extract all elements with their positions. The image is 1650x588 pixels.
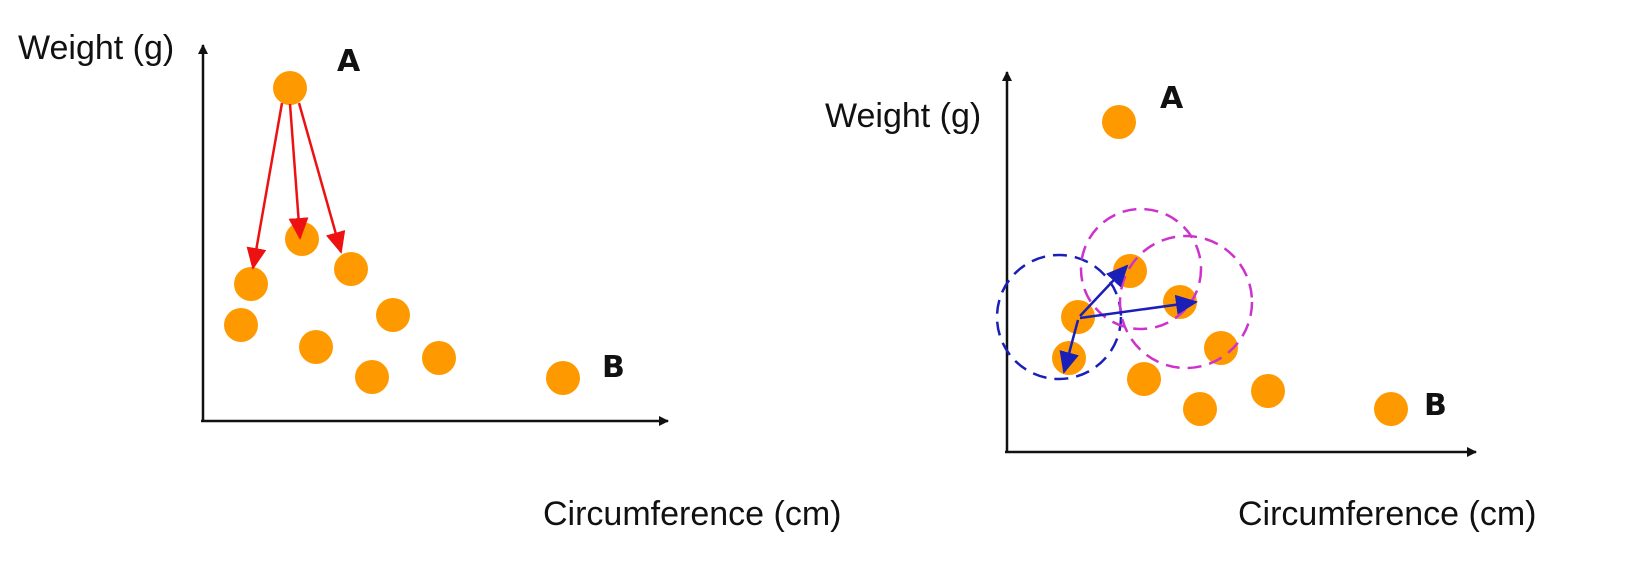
left-red-arrow-3 <box>297 102 346 254</box>
right-data-point-b <box>1374 392 1408 426</box>
right-point-label-a: A <box>1160 81 1184 116</box>
magenta-dashed-radius-circle-1 <box>1079 207 1203 331</box>
right-data-point <box>1113 254 1147 288</box>
right-data-point <box>1127 362 1161 396</box>
left-data-point-b <box>546 361 580 395</box>
left-data-point <box>234 267 268 301</box>
right-point-label-b: B <box>1424 388 1447 423</box>
right-y-axis-label: Weight (g) <box>825 97 981 135</box>
left-point-label-a: A <box>337 44 361 79</box>
right-data-point <box>1251 374 1285 408</box>
right-x-axis-label: Circumference (cm) <box>1238 495 1536 533</box>
left-data-point <box>355 360 389 394</box>
left-x-axis-label: Circumference (cm) <box>543 495 841 533</box>
right-blue-arrow-down <box>1059 319 1080 374</box>
right-panel: Weight (g) Circumference (cm) A B <box>825 71 1536 533</box>
right-data-point <box>1204 331 1238 365</box>
left-data-point-a <box>273 71 307 105</box>
left-panel: Weight (g) Circumference (cm) A B <box>18 29 841 533</box>
left-point-label-b: B <box>602 350 625 385</box>
left-data-point <box>422 341 456 375</box>
right-blue-arrow-right <box>1079 294 1198 320</box>
left-data-point <box>224 308 258 342</box>
left-red-arrow-2 <box>288 103 309 240</box>
left-data-point <box>376 298 410 332</box>
left-data-point <box>285 222 319 256</box>
right-blue-arrow-up <box>1079 264 1129 317</box>
left-data-point <box>334 252 368 286</box>
right-data-point-a <box>1102 105 1136 139</box>
blue-dashed-radius-circle <box>995 253 1123 381</box>
left-red-arrow-1 <box>246 102 284 270</box>
left-data-point <box>299 330 333 364</box>
right-data-point <box>1183 392 1217 426</box>
magenta-dashed-radius-circle-2 <box>1118 234 1254 370</box>
left-y-axis-label: Weight (g) <box>18 29 174 67</box>
